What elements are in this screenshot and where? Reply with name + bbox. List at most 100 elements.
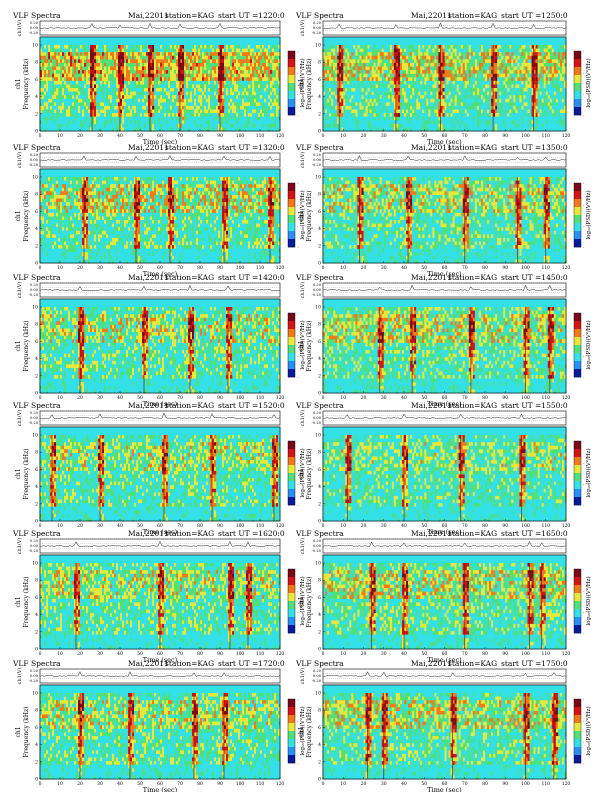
spectrogram-cell (432, 63, 434, 67)
spectrogram-cell (238, 99, 240, 103)
spectrogram-cell (108, 117, 110, 121)
spectrogram-cell (236, 99, 238, 103)
spectrogram-cell (184, 59, 186, 63)
spectrogram-cell (404, 127, 406, 131)
spectrogram-cell (128, 102, 130, 106)
spectrogram-cell (40, 249, 42, 253)
spectrogram-cell (94, 81, 96, 85)
spectrogram-cell (170, 81, 172, 85)
spectrogram-cell (78, 56, 80, 60)
spectrogram-cell (430, 124, 432, 128)
spectrogram-cell (102, 124, 104, 128)
spectrogram-cell (46, 113, 48, 117)
spectrogram-cell (40, 256, 42, 260)
spectrogram-cell (222, 99, 224, 103)
spectrogram-cell (451, 124, 453, 128)
spectrogram-cell (142, 127, 144, 131)
spectrogram-cell (70, 52, 72, 56)
spectrogram-cell (200, 74, 202, 78)
spectrogram-cell (114, 70, 116, 74)
spectrogram-cell (412, 92, 414, 96)
spectrogram-cell (347, 113, 349, 117)
spectrogram-cell (370, 117, 372, 121)
spectrogram-cell (234, 74, 236, 78)
spectrogram-cell (164, 49, 166, 53)
spectrogram-cell (497, 102, 499, 106)
spectrogram-cell (497, 95, 499, 99)
spectrogram-cell (357, 117, 359, 121)
spectrogram-cell (194, 56, 196, 60)
spectrogram-cell (374, 120, 376, 124)
spectrogram-cell (384, 95, 386, 99)
spectrogram-cell (485, 127, 487, 131)
spectrogram-cell (128, 52, 130, 56)
spectrogram-cell (130, 113, 132, 117)
spectrogram-cell (58, 52, 60, 56)
spectrogram-cell (447, 52, 449, 56)
spectrogram-cell (503, 88, 505, 92)
spectrogram-cell (60, 52, 62, 56)
spectrogram-cell (230, 74, 232, 78)
spectrogram-cell (216, 56, 218, 60)
spectrogram-cell (276, 77, 278, 81)
spectrogram-cell (552, 99, 554, 103)
spectrogram-cell (44, 202, 46, 206)
spectrogram-cell (329, 127, 331, 131)
spectrogram-cell (408, 59, 410, 63)
spectrogram-cell (144, 74, 146, 78)
spectrogram-cell (88, 70, 90, 74)
spectrogram-cell (475, 59, 477, 63)
spectrogram-cell (140, 92, 142, 96)
spectrogram-cell (341, 102, 343, 106)
ch1-tick-label: -0.20 (29, 163, 39, 167)
spectrogram-cell (274, 77, 276, 81)
spectrogram-cell (192, 63, 194, 67)
spectrogram-cell (210, 113, 212, 117)
spectrogram-cell (382, 77, 384, 81)
spectrogram-cell (400, 77, 402, 81)
spectrogram-cell (84, 63, 86, 67)
spectrogram-cell (364, 45, 366, 49)
spectrogram-cell (361, 88, 363, 92)
spectrogram-cell (430, 70, 432, 74)
spectrogram-cell (234, 127, 236, 131)
spectrogram-cell (459, 74, 461, 78)
spectrogram-cell (70, 74, 72, 78)
spectrogram-cell (160, 70, 162, 74)
spectrogram-cell (485, 124, 487, 128)
spectrogram-cell (497, 77, 499, 81)
spectrogram-cell (473, 59, 475, 63)
spectrogram-cell (114, 92, 116, 96)
spectrogram-cell (479, 117, 481, 121)
spectrogram-cell (184, 95, 186, 99)
spectrogram-cell (366, 92, 368, 96)
spectrogram-cell (136, 102, 138, 106)
spectrogram-cell (234, 63, 236, 67)
spectrogram-cell (86, 77, 88, 81)
spectrogram-cell (378, 92, 380, 96)
spectrogram-cell (386, 88, 388, 92)
spectrogram-cell (463, 84, 465, 88)
spectrogram-cell (126, 99, 128, 103)
spectrogram-cell (124, 77, 126, 81)
spectrogram-cell (366, 59, 368, 63)
spectrogram-cell (72, 124, 74, 128)
spectrogram-cell (404, 95, 406, 99)
spectrogram-cell (100, 106, 102, 110)
spectrogram-cell (372, 92, 374, 96)
spectrogram-cell (152, 92, 154, 96)
spectrogram-cell (196, 59, 198, 63)
spectrogram-cell (216, 67, 218, 71)
time-tick-label: 70 (462, 133, 468, 139)
spectrogram-cell (266, 124, 268, 128)
spectrogram-cell (264, 67, 266, 71)
spectrogram-cell (542, 74, 544, 78)
spectrogram-cell (495, 81, 497, 85)
spectrogram-cell (176, 56, 178, 60)
spectrogram-cell (400, 63, 402, 67)
spectrogram-cell (234, 120, 236, 124)
spectrogram-cell (194, 117, 196, 121)
spectrogram-cell (210, 127, 212, 131)
spectrogram-cell (110, 81, 112, 85)
spectrogram-cell (184, 74, 186, 78)
